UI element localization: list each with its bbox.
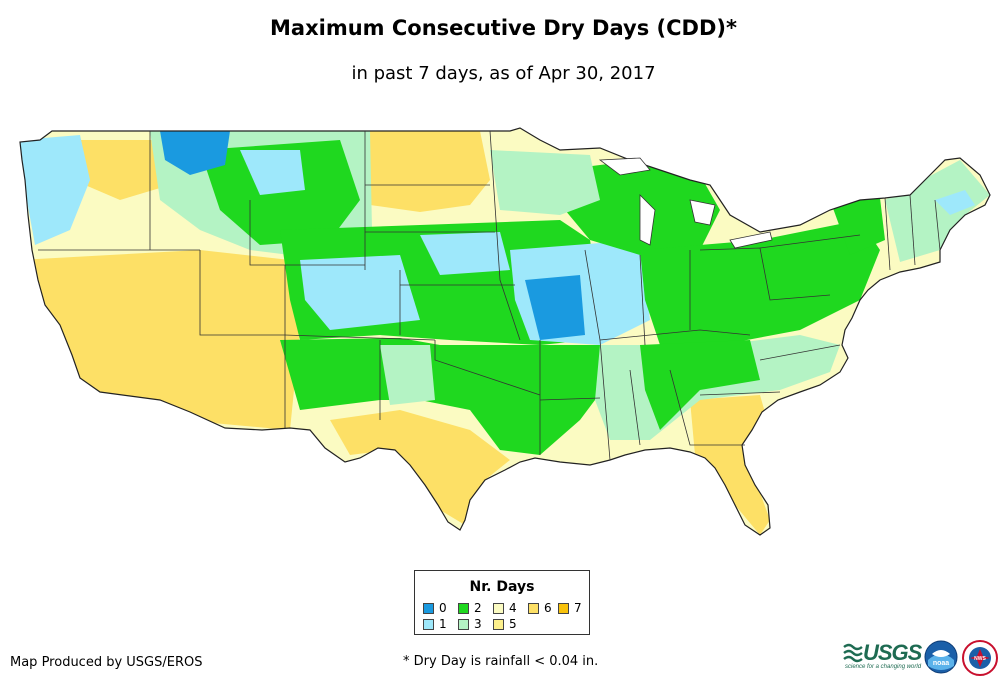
lake-michigan (639, 194, 656, 246)
dry-days-fill-regions (20, 128, 990, 535)
legend-label-2: 2 (474, 601, 482, 615)
legend-item-6: 6 (528, 601, 552, 615)
region-idaho-0 (160, 131, 230, 175)
lake-superior (598, 157, 651, 176)
region-southwest (20, 250, 300, 430)
legend-swatch-1 (423, 618, 434, 630)
legend-swatch-0 (423, 602, 434, 614)
region-colorado-1 (300, 255, 420, 330)
great-lakes (598, 157, 773, 249)
legend-item-1: 1 (423, 617, 447, 631)
nws-logo: NWS (962, 640, 998, 676)
legend-label-7: 7 (574, 601, 582, 615)
legend-label-6: 6 (544, 601, 552, 615)
region-oregon (80, 140, 170, 200)
legend-item-7: 7 (558, 601, 582, 615)
legend-swatch-7 (558, 602, 569, 614)
region-minnesota (490, 150, 600, 215)
legend-item-3: 3 (458, 617, 482, 631)
region-south-central (280, 338, 610, 455)
legend-label-1: 1 (439, 617, 447, 631)
usgs-tagline: science for a changing world (845, 664, 922, 670)
legend-title: Nr. Days (469, 579, 535, 595)
region-florida (690, 395, 770, 535)
dry-day-note: * Dry Day is rainfall < 0.04 in. (403, 654, 599, 669)
credit-text: Map Produced by USGS/EROS (10, 655, 203, 670)
legend-swatch-6 (528, 602, 539, 614)
lake-erie (729, 231, 773, 249)
region-new-england (885, 160, 990, 262)
region-pacific-northwest (20, 135, 90, 245)
lake-huron (689, 199, 716, 226)
map-subtitle: in past 7 days, as of Apr 30, 2017 (351, 63, 656, 84)
region-tennessee-green (640, 340, 760, 430)
noaa-logo-text: noaa (933, 660, 949, 667)
region-montana-1 (240, 150, 305, 195)
region-maine-1 (935, 190, 975, 215)
region-south-texas (330, 410, 510, 525)
legend-swatch-4 (493, 602, 504, 614)
map-title: Maximum Consecutive Dry Days (CDD)* (270, 16, 737, 40)
nws-logo-text: NWS (974, 656, 986, 662)
legend-swatch-3 (458, 618, 469, 630)
legend-label-5: 5 (509, 617, 517, 631)
state-borders (38, 130, 941, 461)
region-new-york (830, 198, 885, 255)
legend-label-4: 4 (509, 601, 517, 615)
legend-label-3: 3 (474, 617, 482, 631)
region-missouri-0 (525, 275, 585, 340)
legend-label-0: 0 (439, 601, 447, 615)
usgs-wave-icon (843, 643, 863, 663)
legend-swatch-2 (458, 602, 469, 614)
region-ohio-valley (640, 220, 880, 345)
legend: Nr. Days 0 1 2 3 4 5 6 7 (414, 570, 590, 635)
legend-item-4: 4 (493, 601, 517, 615)
region-oklahoma-3 (380, 345, 435, 405)
region-dakotas (365, 131, 490, 212)
legend-item-0: 0 (423, 601, 447, 615)
usgs-logo-text: USGS (863, 640, 922, 665)
region-nebraska-1 (420, 232, 510, 275)
legend-item-5: 5 (493, 617, 517, 631)
noaa-logo: noaa (924, 640, 958, 674)
legend-item-2: 2 (458, 601, 482, 615)
usgs-logo: USGS science for a changing world (843, 640, 922, 674)
legend-swatch-5 (493, 618, 504, 630)
